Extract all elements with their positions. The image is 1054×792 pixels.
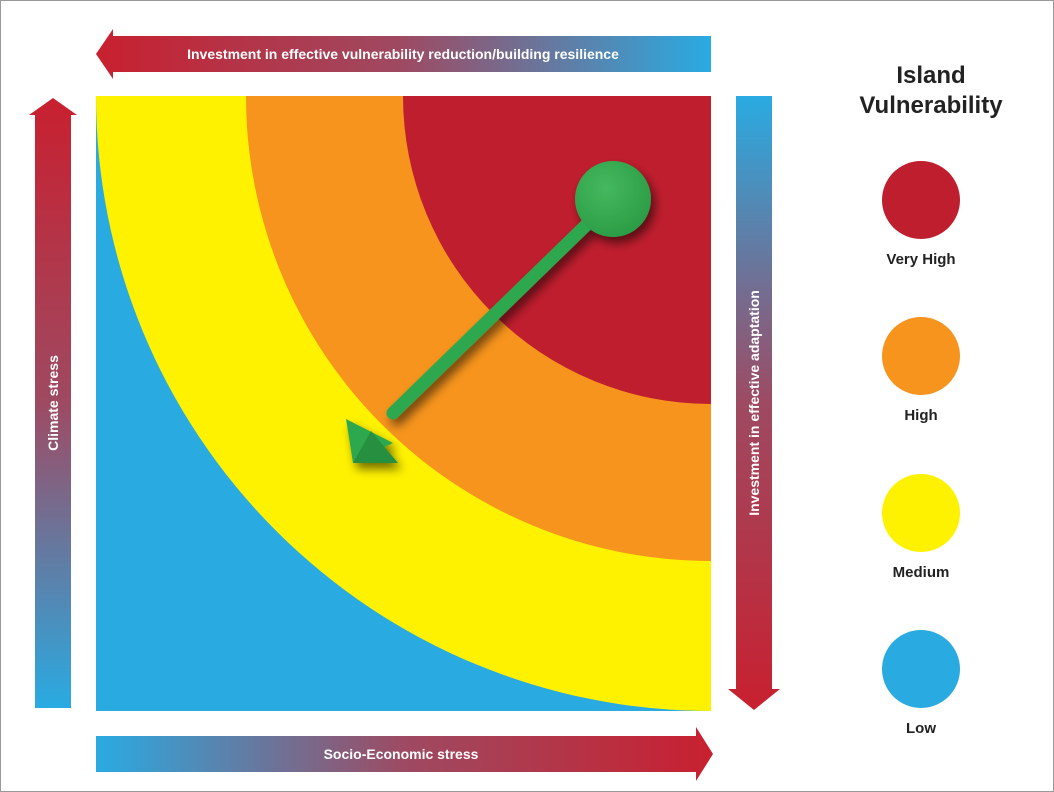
legend-dot-medium bbox=[882, 474, 960, 552]
legend-item-low: Low bbox=[861, 630, 981, 737]
bottom-arrow: Socio-Economic stress bbox=[96, 727, 713, 781]
green-arrow bbox=[346, 161, 651, 463]
left-arrow: Climate stress bbox=[29, 98, 77, 708]
legend-dot-low bbox=[882, 630, 960, 708]
left-arrow-label: Climate stress bbox=[45, 355, 61, 451]
green-arrow-shaft bbox=[386, 192, 620, 420]
right-arrow-shape bbox=[728, 96, 780, 710]
top-arrow-shape bbox=[96, 29, 711, 79]
bottom-arrow-shape bbox=[96, 727, 713, 781]
legend-item-medium: Medium bbox=[861, 474, 981, 581]
legend-item-very-high: Very High bbox=[861, 161, 981, 268]
legend-dot-high bbox=[882, 317, 960, 395]
legend-label-low: Low bbox=[906, 720, 936, 737]
top-arrow-label: Investment in effective vulnerability re… bbox=[187, 46, 619, 62]
right-arrow-label: Investment in effective adaptation bbox=[746, 290, 762, 516]
right-arrow: Investment in effective adaptation bbox=[728, 96, 780, 710]
legend-label-very-high: Very High bbox=[886, 251, 956, 268]
legend-title: Island Vulnerability bbox=[859, 62, 1003, 119]
left-arrow-shape bbox=[29, 98, 77, 708]
green-arrow-head-shade bbox=[353, 431, 398, 463]
legend-item-high: High bbox=[861, 317, 981, 424]
bottom-arrow-label: Socio-Economic stress bbox=[324, 746, 479, 762]
legend-label-high: High bbox=[904, 407, 938, 424]
green-arrow-ball bbox=[575, 161, 651, 237]
legend-label-medium: Medium bbox=[892, 564, 950, 581]
legend-dot-very-high bbox=[882, 161, 960, 239]
top-arrow: Investment in effective vulnerability re… bbox=[96, 29, 711, 79]
